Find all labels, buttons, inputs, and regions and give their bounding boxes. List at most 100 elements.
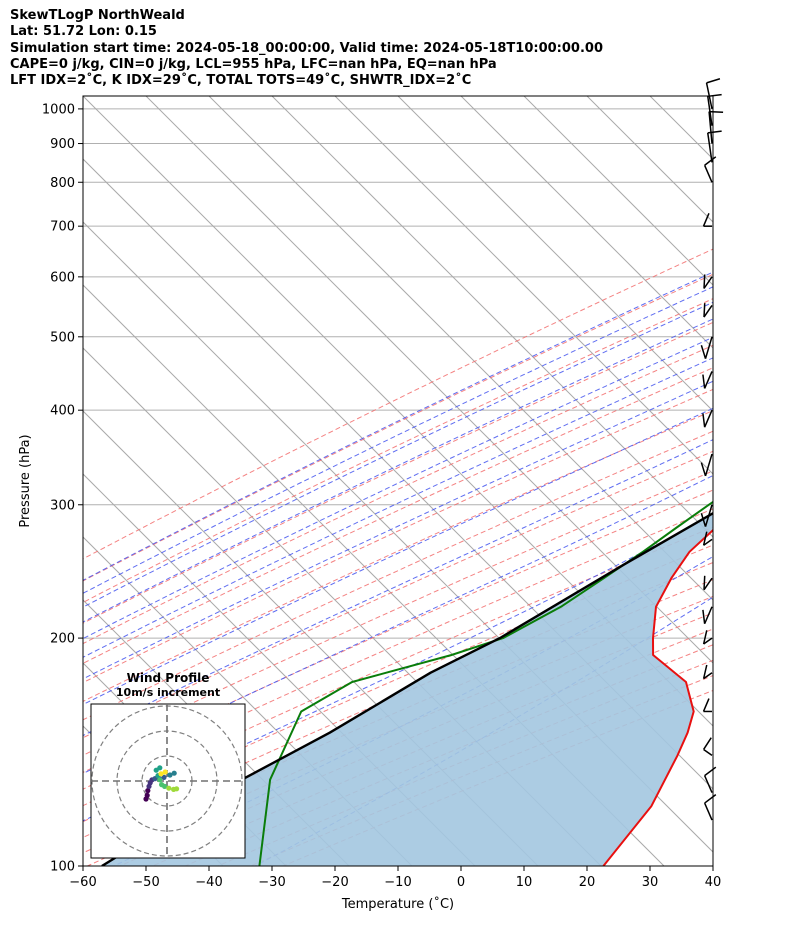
wind-barb [700,504,713,527]
dry-adiabat [83,470,713,756]
isotherm--60 [83,96,713,727]
moist-adiabat [83,474,713,775]
isotherm-40 [712,96,713,97]
x-tick-label: 0 [457,875,465,890]
hodograph-title: Wind Profile [127,671,210,685]
wind-barb [702,531,713,546]
y-tick-label: 600 [50,270,75,285]
wind-barb [702,698,712,713]
parcel-line [101,511,713,866]
wind-barb [702,630,713,645]
y-tick-label: 200 [50,632,75,647]
wind-barb [702,664,713,680]
y-tick-label: 900 [50,137,75,152]
chart-header: SkewTLogP NorthWeald Lat: 51.72 Lon: 0.1… [10,8,603,89]
wind-barb [702,371,713,389]
y-tick-label: 400 [50,404,75,419]
dry-adiabat [83,321,713,624]
x-tick-label: −60 [69,875,96,890]
hodograph-point [158,771,164,777]
dry-adiabat [83,450,713,739]
moist-adiabat [83,380,713,680]
y-tick-label: 300 [50,498,75,513]
wind-barb [702,606,713,625]
y-tick-label: 1000 [42,102,75,117]
cape-shading [101,513,713,866]
cape-line: CAPE=0 j/kg, CIN=0 j/kg, LCL=955 hPa, LF… [10,56,497,72]
x-tick-label: −30 [258,875,285,890]
isotherm--20 [334,96,713,475]
isotherm--30 [271,96,713,538]
hodograph-point [161,774,167,781]
y-tick-label: 100 [50,860,75,875]
dry-adiabat [83,508,713,790]
dry-adiabat [83,430,713,721]
wind-barb [700,336,713,359]
hodograph-point [162,783,168,790]
station-title: SkewTLogP NorthWeald [10,8,185,23]
wind-barb [702,409,713,428]
wind-barb [703,766,717,793]
wind-barbs [700,78,724,821]
wind-barb [703,575,713,591]
x-tick-label: −40 [195,875,222,890]
wind-barb [703,156,717,183]
wind-barb [703,303,713,318]
hodograph-point [162,769,168,775]
y-tick-label: 500 [50,330,75,345]
index-line: LFT IDX=2˚C, K IDX=29˚C, TOTAL TOTS=49˚C… [10,73,472,89]
x-tick-label: −20 [321,875,348,890]
hodograph-point [171,770,177,776]
profile-lines [101,500,713,866]
dry-adiabat [83,410,713,702]
isotherm--40 [208,96,713,601]
isotherm-10 [523,96,713,286]
isobar-gridlines [83,108,713,866]
moist-adiabat [83,318,713,623]
isotherm--10 [397,96,713,412]
hodograph-point [174,786,180,792]
dewpoint-line [258,500,713,866]
isotherm--50 [145,96,713,664]
wind-barb [707,130,722,163]
isotherm--130 [83,536,413,866]
hodograph-point [157,777,163,783]
dry-adiabat [83,248,713,560]
cape-area [101,513,713,866]
moist-adiabat [83,271,713,581]
y-tick-label: 800 [50,176,75,191]
wind-barb [708,110,724,144]
x-tick-label: 20 [579,875,596,890]
location-line: Lat: 51.72 Lon: 0.15 [10,24,157,40]
x-tick-label: −50 [132,875,159,890]
dry-adiabat [83,367,713,664]
wind-barb [703,794,717,821]
wind-barb [702,737,713,756]
time-line: Simulation start time: 2024-05-18_00:00:… [10,40,603,56]
x-tick-label: 30 [642,875,659,890]
hodograph-point [166,785,172,791]
temperature-line [602,528,713,866]
moist-adiabat [83,286,713,594]
y-axis-label: Pressure (hPa) [18,434,33,527]
y-tick-label: 700 [50,220,75,235]
isotherm-0 [460,96,713,349]
hodograph-point [153,767,159,773]
wind-barb [702,212,712,227]
x-axis-label: Temperature (˚C) [341,896,454,912]
x-tick-label: −10 [384,875,411,890]
hodograph-point [167,772,173,778]
x-tick-label: 40 [705,875,722,890]
wind-barb [700,453,713,477]
dry-adiabat [83,298,713,604]
hodograph-point [144,792,150,799]
moist-adiabat [83,407,713,706]
axes: −60 −50 −40 −30 −20 −10 0 10 20 30 40 1000 900 800 700… [18,95,722,912]
hodograph-point [145,788,151,794]
hodograph-subtitle: 10m/s increment [116,686,220,699]
x-tick-label: 10 [516,875,533,890]
wind-barb [703,274,713,289]
moist-adiabats [83,271,713,866]
